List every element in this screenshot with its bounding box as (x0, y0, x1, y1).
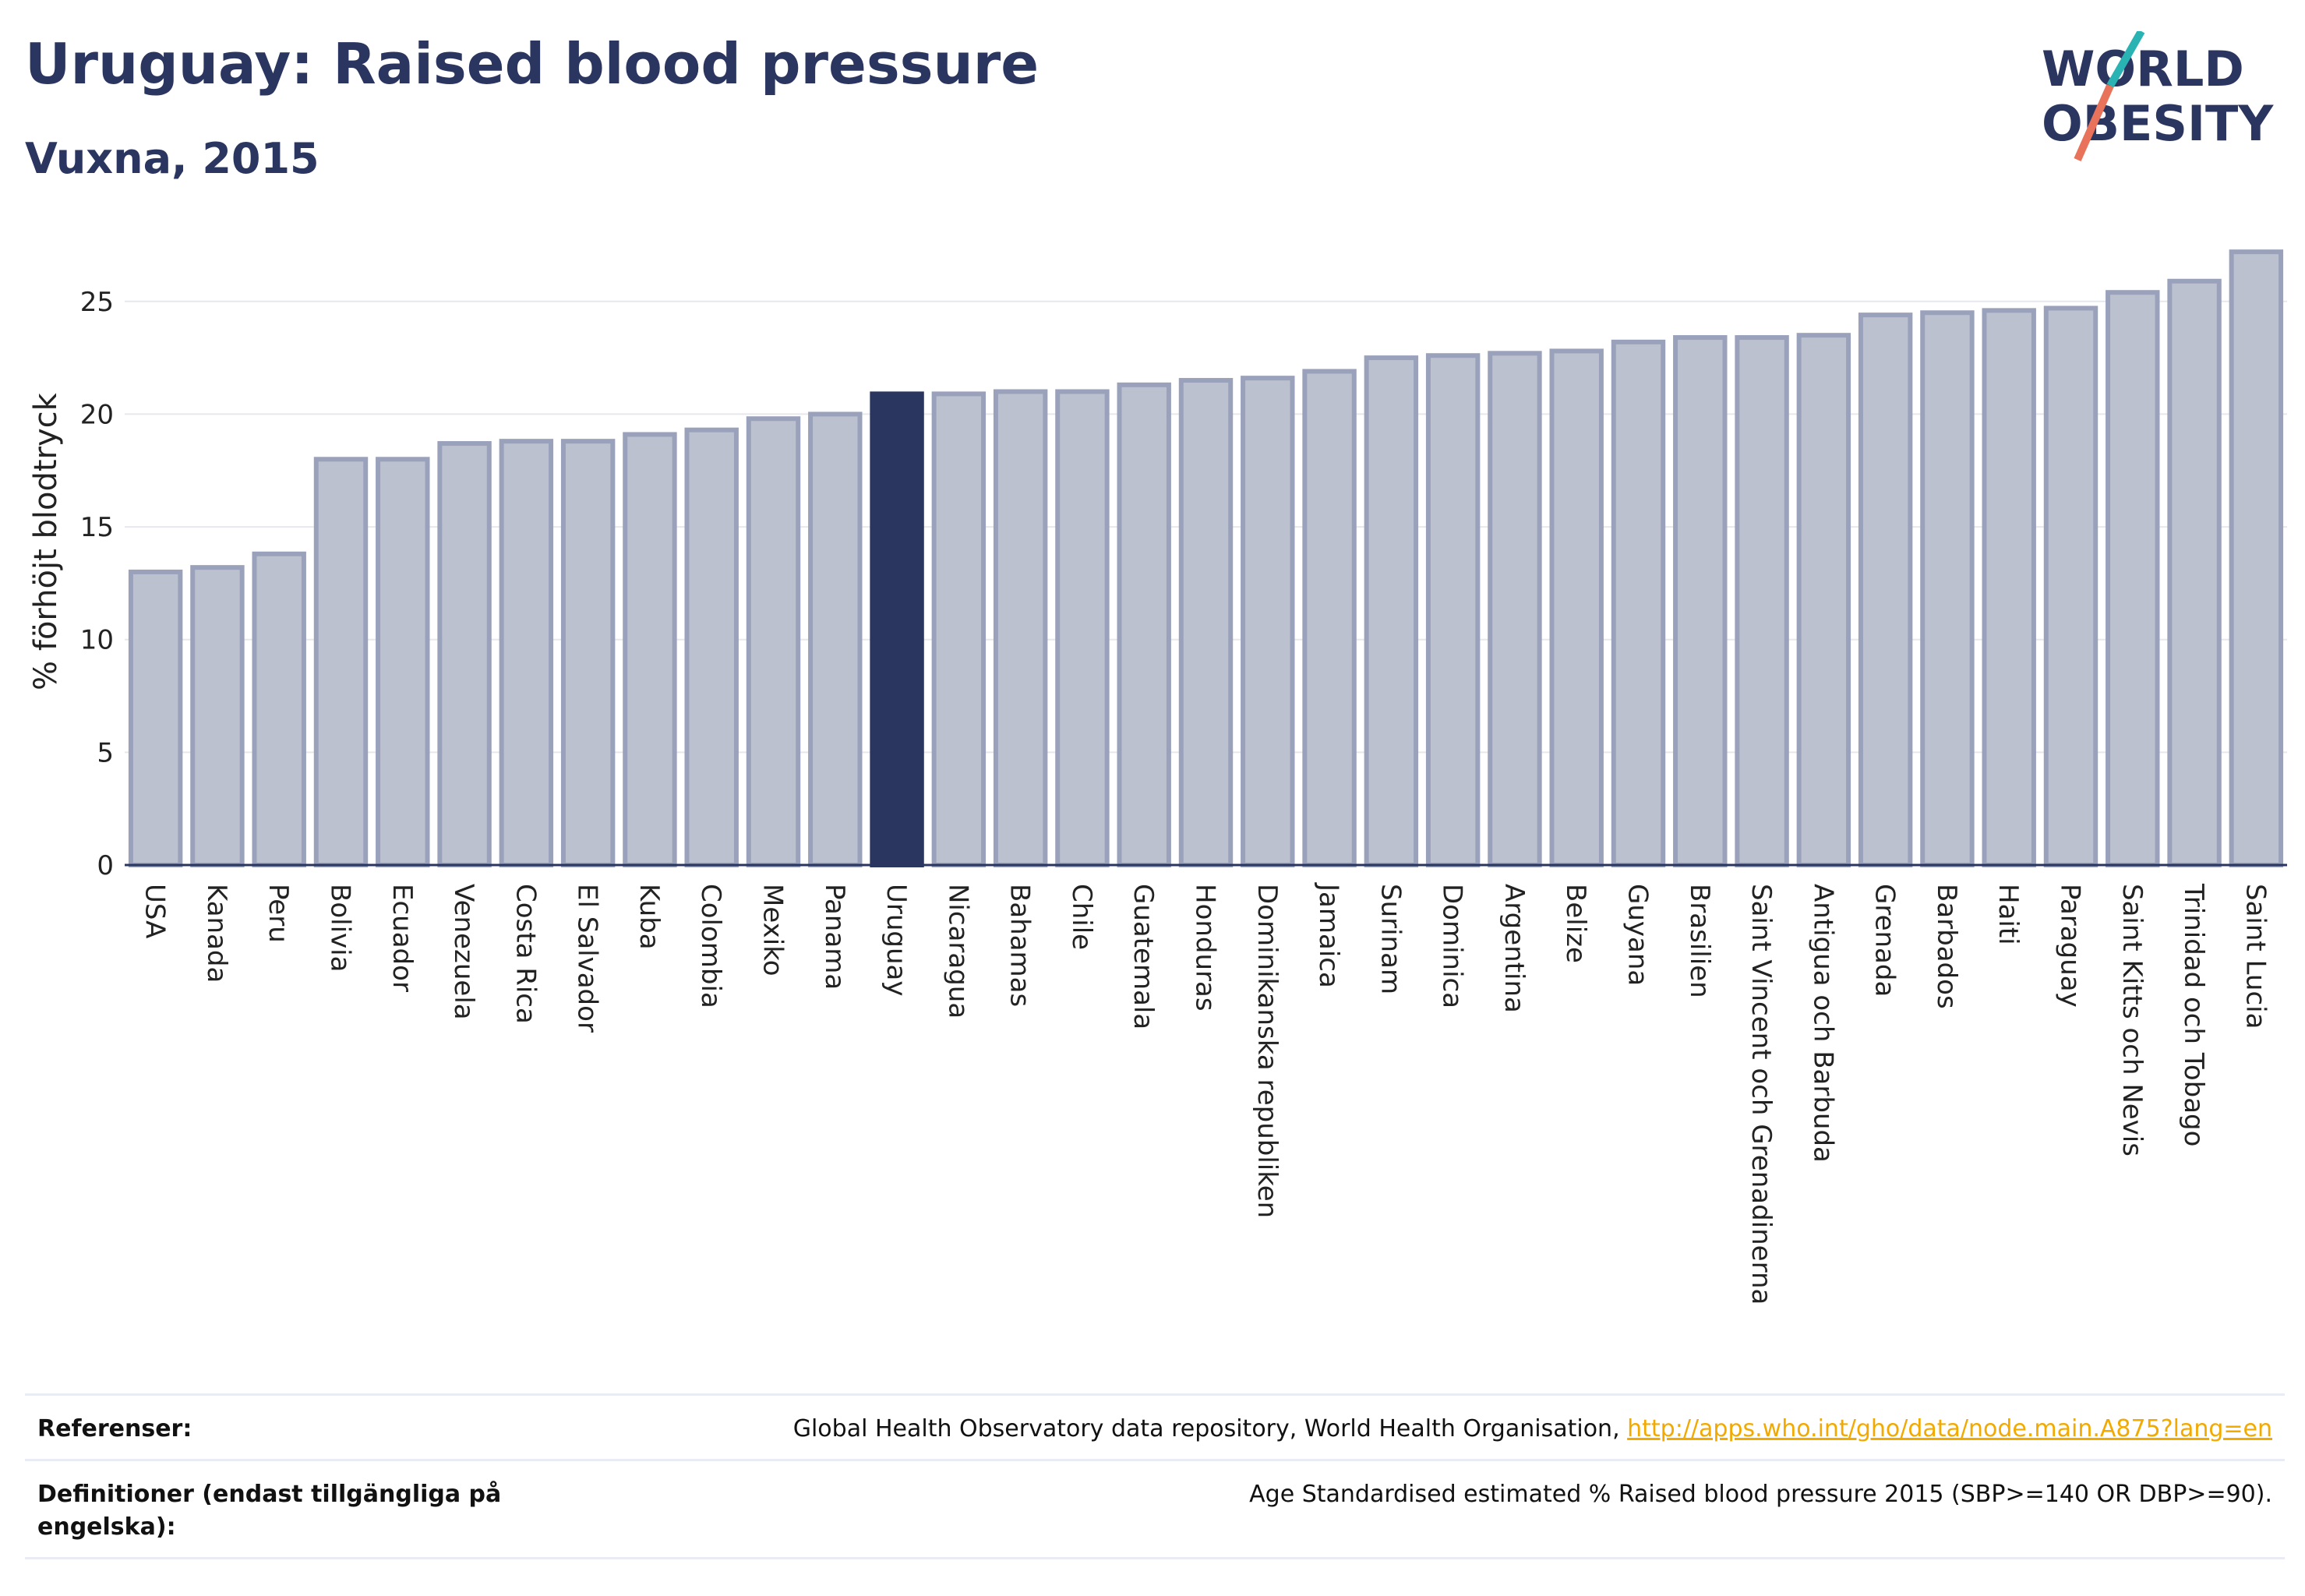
bar-grenada (1858, 312, 1913, 867)
bar-saint-lucia (2229, 249, 2284, 867)
bar-guyana (1611, 339, 1666, 868)
bar-jamaica (1302, 369, 1357, 867)
y-tick-label: 20 (80, 399, 114, 430)
x-tick-label: Venezuela (448, 884, 479, 1020)
x-tick-label: Kuba (634, 884, 665, 950)
x-axis-ticks: USA Kanada Peru Bolivia Ecuador Venezuela Cost… (139, 882, 2271, 1305)
bar-dominikanska-republiken (1241, 376, 1295, 867)
bar-honduras (1178, 378, 1234, 867)
y-tick-label: 10 (80, 625, 114, 656)
x-tick-label: Argentina (1498, 884, 1530, 1013)
references-link[interactable]: http://apps.who.int/gho/data/node.main.A… (1627, 1415, 2272, 1442)
bar-kuba (623, 432, 677, 867)
bar-bolivia (313, 457, 369, 867)
bar-costa-rica (499, 439, 554, 867)
bars (128, 249, 2284, 868)
bar-belize (1549, 348, 1604, 867)
x-tick-label: USA (139, 884, 171, 938)
x-tick-label: Jamaica (1313, 882, 1344, 988)
x-tick-label: Saint Lucia (2240, 884, 2271, 1029)
references-value: Global Health Observatory data repositor… (793, 1413, 2272, 1446)
x-tick-label: Panama (819, 884, 850, 990)
bar-el-salvador (560, 439, 616, 867)
bar-usa (128, 569, 183, 868)
x-tick-label: El Salvador (572, 884, 603, 1033)
y-axis-ticks: 0 5 10 15 20 25 (80, 287, 114, 881)
x-tick-label: Antigua och Barbuda (1807, 884, 1838, 1163)
bar-mexiko (746, 416, 801, 867)
bar-peru (252, 551, 306, 867)
x-tick-label: Saint Vincent och Grenadinerna (1746, 884, 1777, 1305)
y-axis-label: % förhöjt blodtryck (28, 392, 64, 690)
bar-dominica (1425, 353, 1481, 867)
bar-barbados (1920, 310, 1975, 867)
bar-colombia (684, 427, 739, 867)
x-tick-label: Colombia (695, 884, 726, 1008)
bar-chart: 0 5 10 15 20 25 USA Kanada Peru Bolivia Ecuador Ve… (28, 249, 2287, 1305)
bar-saint-kitts-och-nevis (2106, 290, 2160, 867)
x-tick-label: Trinidad och Tobago (2178, 883, 2209, 1146)
x-tick-label: Chile (1066, 884, 1097, 950)
bar-venezuela (437, 441, 492, 867)
y-tick-label: 5 (97, 737, 114, 768)
x-tick-label: Belize (1560, 884, 1591, 963)
bar-antigua-och-barbuda (1796, 333, 1851, 867)
logo-slash-coral (2074, 83, 2114, 162)
bar-chile (1055, 389, 1110, 867)
x-tick-label: Dominica (1437, 884, 1468, 1008)
x-tick-label: Peru (263, 884, 294, 943)
bar-trinidad-och-tobago (2167, 278, 2222, 867)
x-tick-label: Nicaragua (942, 884, 973, 1019)
world-obesity-logo: WORLD OBESITY (2042, 31, 2274, 162)
bar-bahamas (993, 389, 1048, 867)
bar-surinam (1364, 355, 1419, 868)
bar-ecuador (376, 457, 430, 867)
bar-argentina (1488, 351, 1542, 868)
definitions-value: Age Standardised estimated % Raised bloo… (1249, 1481, 2272, 1508)
footer-bottom-border (25, 1557, 2285, 1559)
logo-line1: WORLD (2042, 41, 2244, 97)
y-tick-label: 25 (80, 287, 114, 318)
logo-line2: OBESITY (2042, 95, 2274, 152)
x-tick-label: Barbados (1931, 884, 1962, 1009)
x-tick-label: Guatemala (1128, 884, 1159, 1029)
x-tick-label: Paraguay (2055, 884, 2086, 1008)
y-tick-label: 15 (80, 512, 114, 543)
x-tick-label: Saint Kitts och Nevis (2116, 884, 2148, 1156)
x-tick-label: Costa Rica (510, 884, 541, 1024)
bar-guatemala (1117, 382, 1171, 868)
bar-haiti (1982, 308, 2036, 868)
footer-definitions-row: Definitioner (endast tillgängliga på eng… (25, 1459, 2285, 1558)
bar-kanada (190, 565, 245, 868)
bar-nicaragua (931, 391, 987, 867)
page-subtitle: Vuxna, 2015 (25, 134, 319, 183)
bar-saint-vincent-och-grenadinerna (1735, 335, 1789, 868)
x-tick-label: Ecuador (387, 884, 418, 992)
footer-references-row: Referenser: Global Health Observatory da… (25, 1393, 2285, 1458)
page-title: Uruguay: Raised blood pressure (25, 31, 1040, 97)
x-tick-label: Guyana (1622, 884, 1654, 986)
bar-paraguay (2043, 305, 2099, 867)
x-tick-label: Uruguay (881, 884, 912, 997)
x-tick-label: Surinam (1375, 884, 1406, 994)
definitions-label: Definitioner (endast tillgängliga på eng… (37, 1481, 502, 1541)
y-tick-label: 0 (97, 850, 114, 881)
logo-slash-teal (2106, 31, 2145, 88)
x-tick-label: Dominikanska republiken (1251, 884, 1283, 1218)
bar-brasilien (1673, 335, 1728, 868)
references-text: Global Health Observatory data repositor… (792, 1415, 1628, 1442)
x-tick-label: Haiti (1993, 884, 2024, 945)
x-tick-label: Honduras (1190, 884, 1221, 1012)
footer: Referenser: Global Health Observatory da… (25, 1393, 2285, 1559)
references-label: Referenser: (37, 1415, 192, 1442)
bar-uruguay (870, 391, 924, 867)
x-tick-label: Brasilien (1684, 884, 1715, 998)
bar-panama (808, 411, 863, 867)
x-tick-label: Kanada (201, 884, 232, 983)
x-tick-label: Mexiko (757, 884, 789, 976)
x-tick-label: Bolivia (325, 884, 356, 972)
x-tick-label: Grenada (1869, 884, 1901, 997)
x-tick-label: Bahamas (1004, 884, 1036, 1007)
